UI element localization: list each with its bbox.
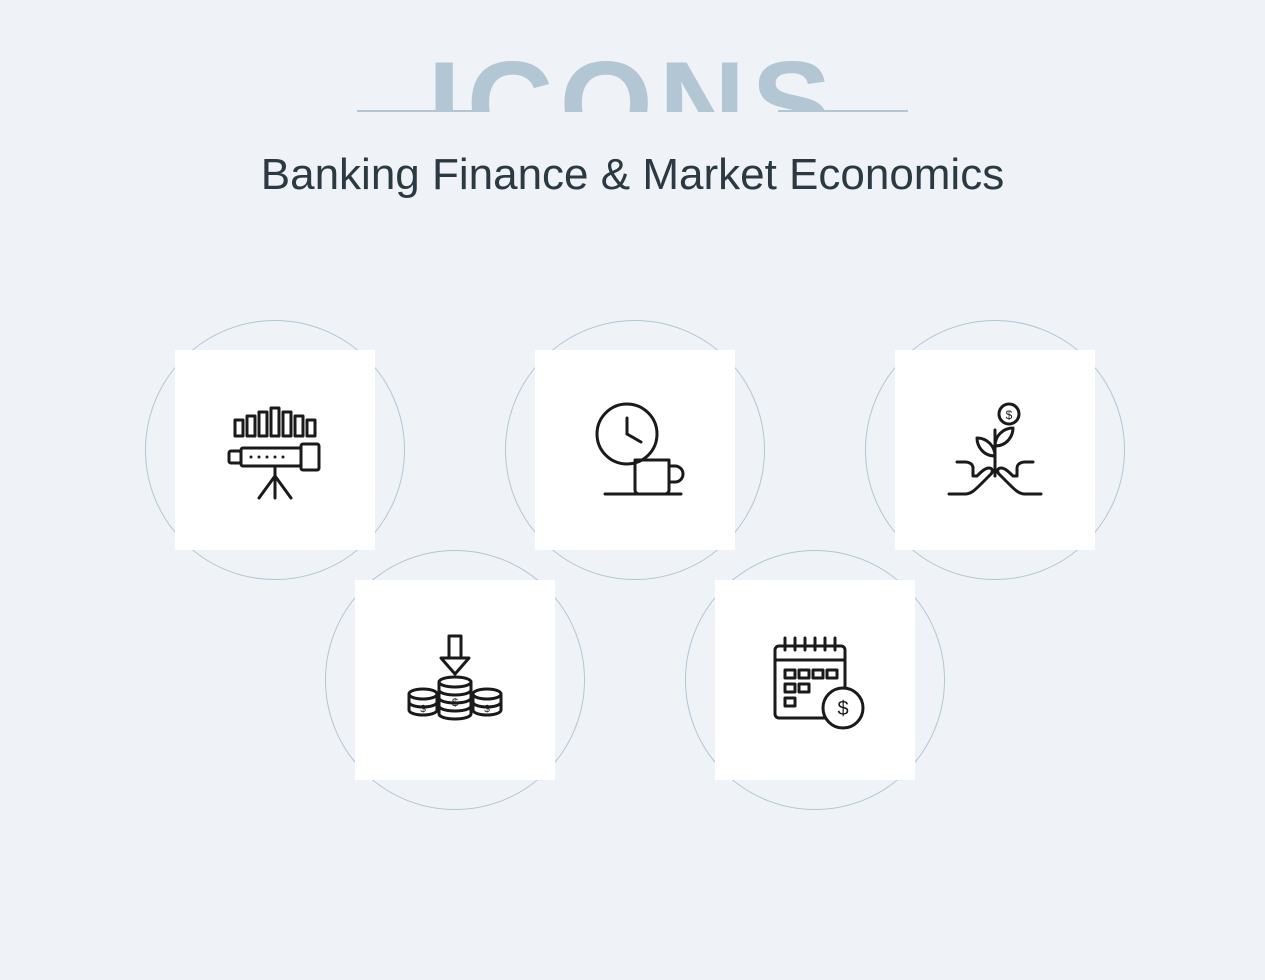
background-word: ICONS: [427, 50, 837, 158]
svg-text:$: $: [452, 697, 458, 709]
svg-text:$: $: [1006, 408, 1013, 422]
icon-tile: $ $ $: [355, 580, 555, 780]
underline-right: [778, 110, 908, 112]
header: ICONS: [0, 50, 1265, 158]
icon-tile: [175, 350, 375, 550]
page-title: Banking Finance & Market Economics: [0, 150, 1265, 200]
telescope-chart-icon: [215, 390, 335, 510]
svg-text:$: $: [420, 704, 426, 715]
svg-text:$: $: [484, 704, 490, 715]
icon-tile: $: [895, 350, 1095, 550]
bg-word-mask: [277, 112, 987, 312]
underline-left: [357, 110, 487, 112]
icon-tile: [535, 350, 735, 550]
calendar-pay-icon: $: [755, 620, 875, 740]
clock-coffee-icon: [575, 390, 695, 510]
coins-deposit-icon: $ $ $: [395, 620, 515, 740]
icon-tile: $: [715, 580, 915, 780]
hands-growth-icon: $: [935, 390, 1055, 510]
svg-text:$: $: [837, 698, 848, 720]
icon-stage: $ $: [0, 320, 1265, 920]
